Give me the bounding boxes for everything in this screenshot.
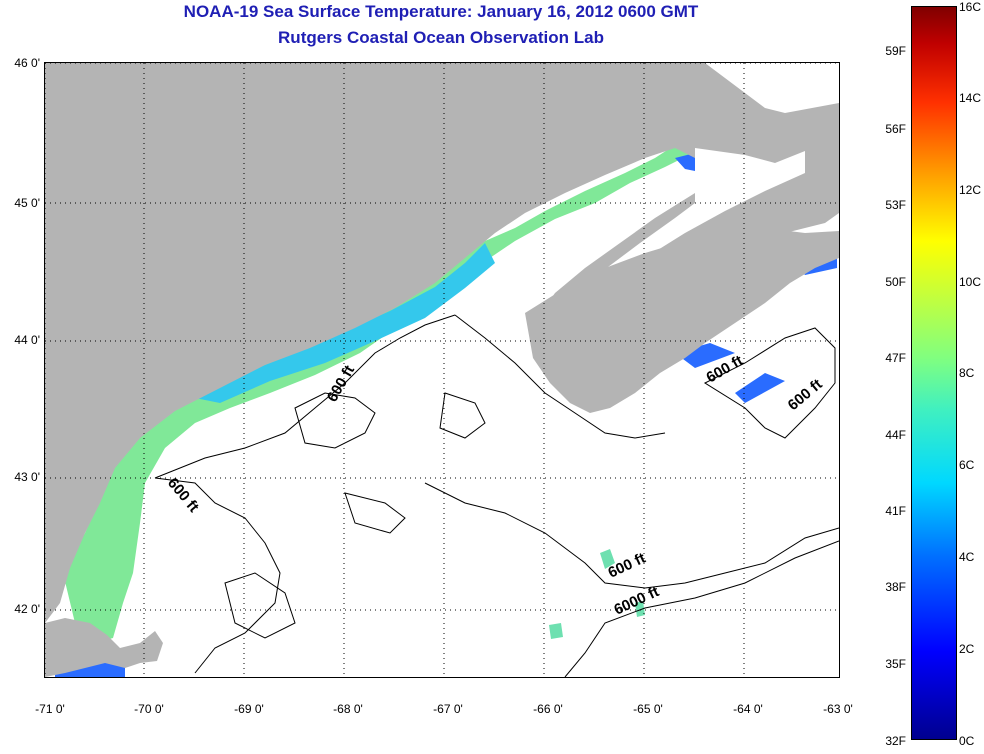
map-subtitle: Rutgers Coastal Ocean Observation Lab	[278, 28, 604, 47]
colorbar-f-41: 41F	[885, 504, 906, 518]
contour-label-600ft-2: 600 ft	[164, 475, 202, 516]
colorbar-f-32: 32F	[885, 734, 906, 748]
colorbar-c-0: 0C	[959, 734, 975, 748]
colorbar-c-12: 12C	[959, 183, 982, 197]
map-title: NOAA-19 Sea Surface Temperature: January…	[183, 2, 699, 21]
colorbar-c-14: 14C	[959, 91, 982, 105]
contour-label-600ft-4: 600 ft	[785, 376, 826, 414]
colorbar-f-35: 35F	[885, 657, 906, 671]
lat-label-46: 46 0'	[14, 56, 40, 70]
lon-label-66: -66 0'	[533, 702, 563, 716]
colorbar-c-16: 16C	[959, 0, 982, 14]
sst-water-patch-south	[549, 549, 645, 639]
map-canvas: 600 ft 600 ft 600 ft 600 ft 600 ft 6000 …	[44, 62, 840, 678]
lat-label-44: 44 0'	[14, 333, 40, 347]
lon-label-69: -69 0'	[234, 702, 264, 716]
colorbar-f-56: 56F	[885, 122, 906, 136]
lat-label-43: 43 0'	[14, 470, 40, 484]
lon-label-68: -68 0'	[333, 702, 363, 716]
lon-label-65: -65 0'	[633, 702, 663, 716]
land-maine-newbrunswick	[45, 63, 839, 623]
colorbar-c-10: 10C	[959, 275, 982, 289]
colorbar-f-59: 59F	[885, 44, 906, 58]
colorbar-f-53: 53F	[885, 198, 906, 212]
lon-label-64: -64 0'	[733, 702, 763, 716]
colorbar-f-47: 47F	[885, 351, 906, 365]
lon-label-71: -71 0'	[35, 702, 65, 716]
colorbar-f-44: 44F	[885, 428, 906, 442]
colorbar-f-38: 38F	[885, 580, 906, 594]
colorbar-c-2: 2C	[959, 642, 975, 656]
lat-label-42: 42 0'	[14, 602, 40, 616]
bathymetry-contours	[154, 314, 840, 678]
lon-label-67: -67 0'	[433, 702, 463, 716]
lon-label-70: -70 0'	[134, 702, 164, 716]
colorbar-c-8: 8C	[959, 366, 975, 380]
land-fundy-cutout	[540, 148, 805, 335]
lat-label-45: 45 0'	[14, 196, 40, 210]
contour-label-600ft-1: 600 ft	[324, 363, 358, 405]
colorbar-f-50: 50F	[885, 275, 906, 289]
land-novascotia	[525, 228, 839, 413]
lon-label-63: -63 0'	[823, 702, 853, 716]
sst-map: 600 ft 600 ft 600 ft 600 ft 600 ft 6000 …	[44, 62, 840, 678]
colorbar-c-4: 4C	[959, 550, 975, 564]
colorbar-c-6: 6C	[959, 458, 975, 472]
temperature-colorbar	[911, 6, 957, 740]
land-capecod	[45, 618, 163, 677]
